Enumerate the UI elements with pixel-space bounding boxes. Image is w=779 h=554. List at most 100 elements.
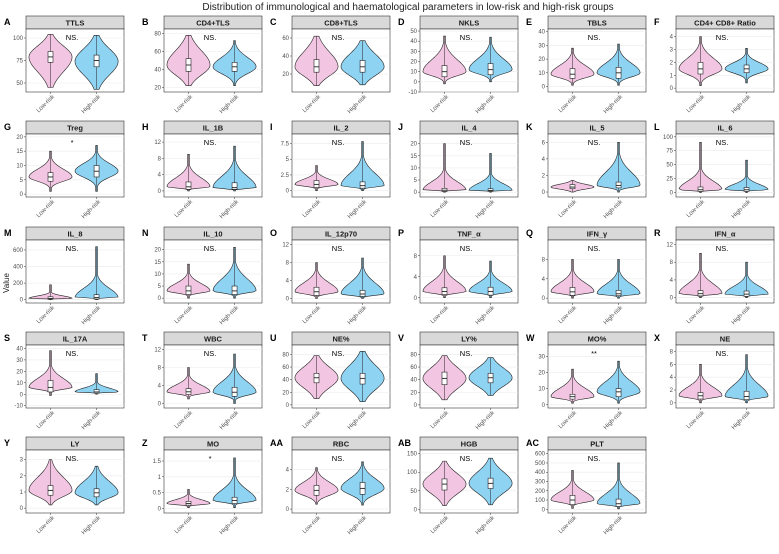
- panel-title: WBC: [204, 335, 222, 344]
- y-tick-label: 1.5: [153, 459, 162, 465]
- box-low-risk: [697, 62, 704, 75]
- y-tick-label: 500: [535, 461, 546, 467]
- y-tick-label: 0: [542, 507, 546, 513]
- significance-label: NS.: [332, 244, 345, 253]
- y-tick-label: 15: [154, 260, 161, 266]
- panel-CD4+TLS: B CD4+TLS 20 40 60 80 Low-risk High-risk NS.: [142, 15, 263, 115]
- x-tick-label-high-risk: High-risk: [731, 409, 753, 431]
- y-tick-label: 20: [154, 248, 161, 254]
- x-tick-label-high-risk: High-risk: [347, 409, 369, 431]
- y-tick-label: -10: [408, 90, 417, 96]
- panel-title: IL_4: [461, 124, 477, 133]
- x-tick-label-low-risk: Low-risk: [36, 514, 57, 535]
- panel-HGB: AB HGB 0 50 100 150 Low-risk High-risk NS.: [398, 436, 519, 536]
- box-high-risk: [743, 390, 750, 400]
- panel-tag: T: [142, 333, 148, 343]
- panel-IL_10: N IL_10 0 5 10 15 20 Low-risk High-risk NS.: [142, 226, 263, 326]
- y-tick-label: 10: [154, 272, 161, 278]
- y-tick-label: 4: [542, 157, 546, 163]
- panel-tag: U: [270, 333, 277, 343]
- x-tick-label-high-risk: High-risk: [81, 514, 103, 536]
- x-tick-label-low-risk: Low-risk: [430, 304, 451, 325]
- panel-title: IL_6: [717, 124, 732, 133]
- panel-tag: R: [654, 228, 661, 238]
- x-tick-label-high-risk: High-risk: [347, 198, 369, 220]
- y-tick-label: 60: [282, 365, 289, 371]
- y-tick-label: 15: [16, 149, 23, 155]
- x-tick-label-low-risk: Low-risk: [686, 93, 707, 114]
- x-tick-label-low-risk: Low-risk: [430, 514, 451, 535]
- panel-title: CD4+ CD8+ Ratio: [694, 19, 756, 28]
- y-tick-label: 8: [158, 366, 162, 372]
- y-tick-label: 8: [542, 257, 546, 263]
- panel-NE: X NE 0 2 4 6 8 Low-risk High-risk NS.: [654, 331, 775, 431]
- y-tick-label: 0: [286, 297, 290, 303]
- y-tick-label: 0.5: [153, 491, 162, 497]
- y-tick-label: 4: [670, 35, 674, 41]
- y-tick-label: 30: [538, 43, 545, 49]
- y-tick-label: 5: [286, 157, 290, 163]
- x-tick-label-low-risk: Low-risk: [686, 409, 707, 430]
- panel-LY: Y LY 0 1 2 3 Low-risk High-risk NS.: [4, 436, 125, 536]
- significance-label: NS.: [716, 349, 729, 358]
- panel-tag: B: [142, 17, 149, 27]
- panel-tag: AC: [526, 438, 539, 448]
- panel-tag: O: [270, 228, 277, 238]
- y-tick-label: 60: [282, 36, 289, 42]
- panel-WBC: T WBC 0 4 8 12 Low-risk High-risk NS.: [142, 331, 263, 431]
- panel-IL_17A: S IL_17A -10 0 10 20 30 40 Low-risk High-risk NS.: [4, 331, 125, 431]
- y-tick-label: 0: [670, 296, 674, 302]
- significance-label: NS.: [588, 33, 601, 42]
- box-low-risk: [313, 59, 320, 73]
- significance-label: NS.: [716, 244, 729, 253]
- x-tick-label-high-risk: High-risk: [475, 93, 497, 115]
- panel-title: IL_17A: [63, 335, 88, 344]
- y-tick-label: 0: [20, 192, 24, 198]
- panel-title: IFN_α: [715, 230, 736, 239]
- box-high-risk: [93, 294, 100, 300]
- y-tick-label: 0: [542, 403, 546, 409]
- box-low-risk: [441, 65, 448, 78]
- x-tick-label-low-risk: Low-risk: [36, 409, 57, 430]
- y-tick-label: 4: [670, 278, 674, 284]
- significance-label: NS.: [460, 138, 473, 147]
- x-tick-label-low-risk: Low-risk: [686, 304, 707, 325]
- x-tick-label-high-risk: High-risk: [219, 514, 241, 536]
- box-low-risk: [47, 380, 54, 393]
- significance-label: NS.: [66, 454, 79, 463]
- y-tick-label: 4: [158, 384, 162, 390]
- y-tick-label: 50: [410, 29, 417, 35]
- x-tick-label-high-risk: High-risk: [81, 198, 103, 220]
- box-high-risk: [615, 290, 622, 297]
- y-tick-label: 4: [414, 275, 418, 281]
- y-tick-label: 0: [20, 506, 24, 512]
- y-tick-label: 0: [286, 507, 290, 513]
- y-tick-label: 40: [538, 30, 545, 36]
- y-tick-label: 0: [542, 296, 546, 302]
- x-tick-label-high-risk: High-risk: [475, 409, 497, 431]
- x-tick-label-low-risk: Low-risk: [174, 514, 195, 535]
- x-tick-label-low-risk: Low-risk: [558, 198, 579, 219]
- y-tick-label: 400: [535, 470, 546, 476]
- y-tick-label: 100: [13, 36, 24, 42]
- figure-title: Distribution of immunological and haemat…: [202, 2, 613, 13]
- panel-title: TBLS: [587, 19, 607, 28]
- y-tick-label: 80: [154, 32, 161, 38]
- x-tick-label-high-risk: High-risk: [731, 93, 753, 115]
- x-tick-label-low-risk: Low-risk: [174, 198, 195, 219]
- y-tick-label: 40: [16, 346, 23, 352]
- y-tick-label: 0: [670, 191, 674, 197]
- panel-title: LY%: [461, 335, 477, 344]
- x-tick-label-low-risk: Low-risk: [174, 93, 195, 114]
- significance-label: NS.: [332, 138, 345, 147]
- x-tick-label-high-risk: High-risk: [731, 304, 753, 326]
- y-tick-label: 0: [286, 189, 290, 195]
- x-tick-label-low-risk: Low-risk: [430, 198, 451, 219]
- y-tick-label: 75: [666, 149, 673, 155]
- y-tick-label: 20: [282, 390, 289, 396]
- y-tick-label: 0: [20, 392, 24, 398]
- y-tick-label: 0: [158, 402, 162, 408]
- y-tick-label: 200: [13, 281, 24, 287]
- panel-tag: Q: [526, 228, 533, 238]
- y-tick-label: 600: [535, 452, 546, 458]
